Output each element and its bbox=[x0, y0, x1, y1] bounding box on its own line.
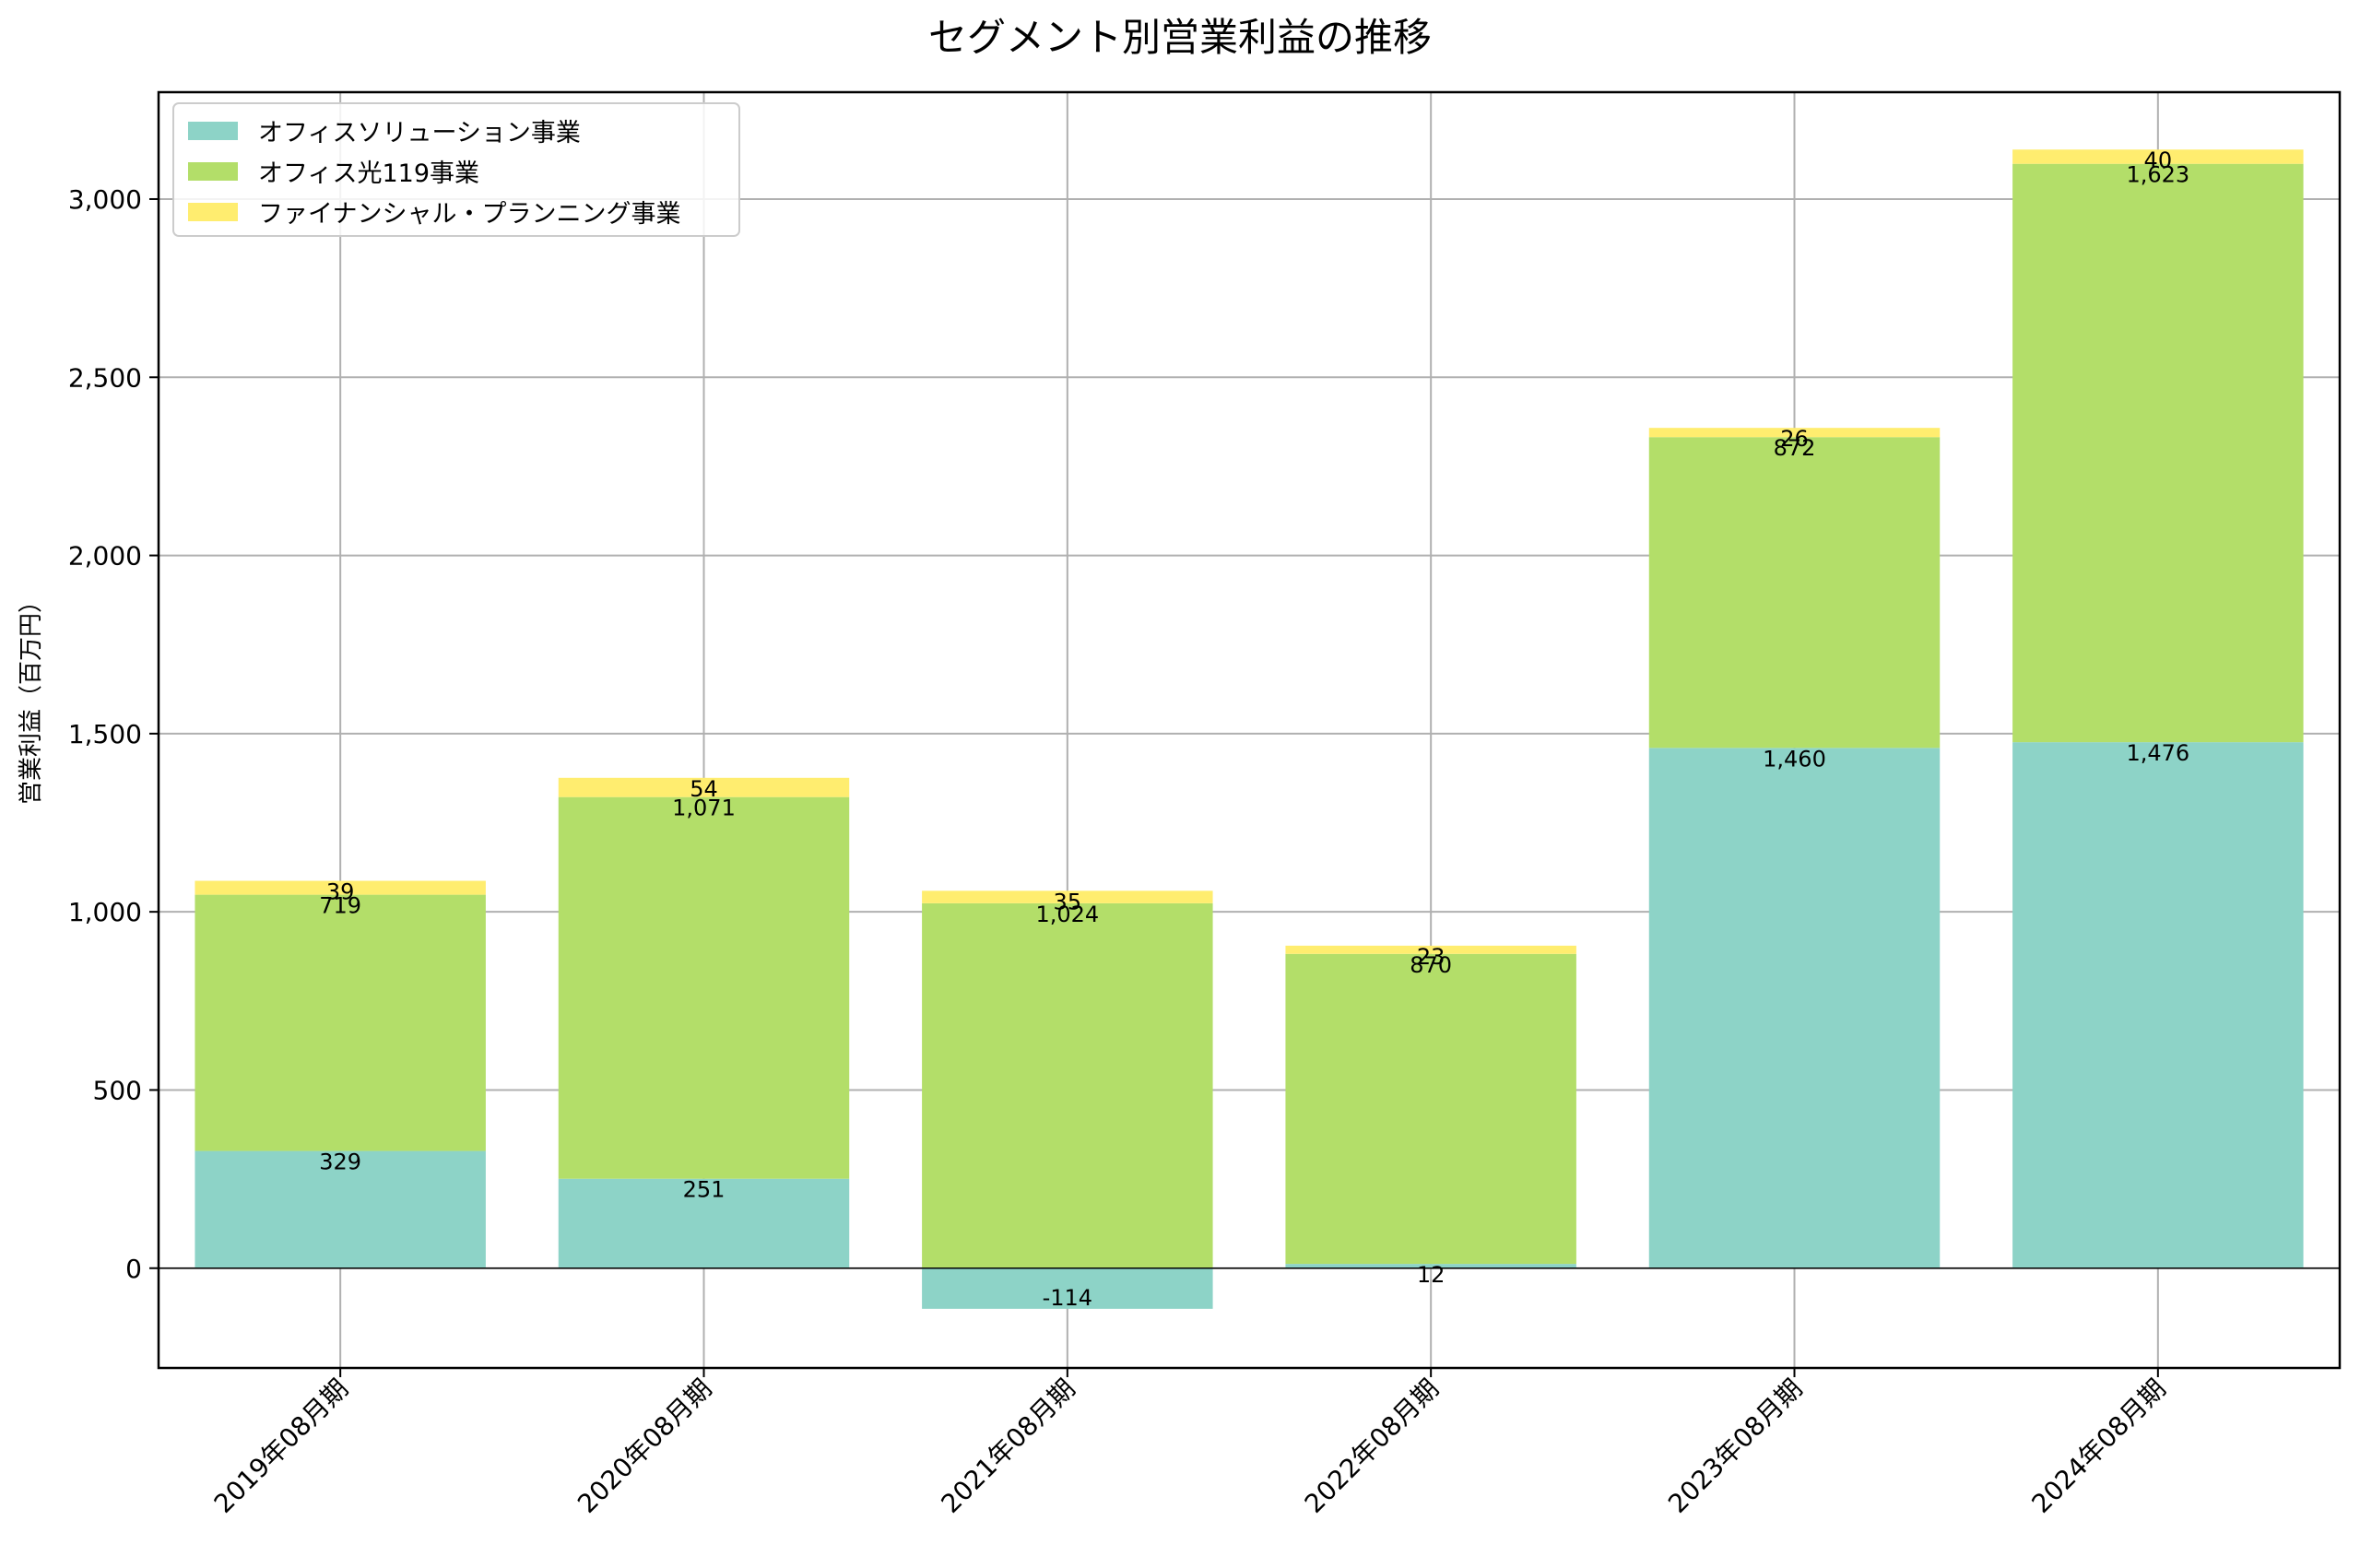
bar-segment bbox=[558, 777, 850, 797]
data-labels-layer: 329 251 -114 12 1,460 1,476 719 1,071 1,024 870 87… bbox=[319, 147, 2189, 1311]
y-tick-label: 500 bbox=[93, 1075, 142, 1105]
bar-segment bbox=[195, 894, 486, 1151]
bar-segment bbox=[922, 890, 1213, 903]
bar-segment bbox=[1285, 953, 1576, 1265]
legend-box bbox=[172, 102, 740, 237]
bar-segment bbox=[195, 1150, 486, 1268]
data-label: -114 bbox=[1043, 1285, 1092, 1311]
bar-segment bbox=[2012, 163, 2304, 743]
bars-layer bbox=[195, 149, 2304, 1309]
data-label: 872 bbox=[1774, 435, 1816, 461]
data-label: 1,024 bbox=[1035, 902, 1099, 927]
y-tick-label: 1,500 bbox=[68, 719, 142, 749]
bar-segment bbox=[195, 880, 486, 895]
legend-label: オフィス光119事業 bbox=[258, 159, 479, 188]
legend-swatch bbox=[188, 203, 238, 221]
x-tick-label: 2021年08月期 bbox=[935, 1373, 1080, 1519]
chart-title: セグメント別営業利益の推移 bbox=[928, 15, 1432, 60]
bar-segment bbox=[1285, 1264, 1576, 1268]
data-label: 39 bbox=[326, 879, 355, 905]
legend-swatch bbox=[188, 162, 238, 181]
x-tick-label: 2020年08月期 bbox=[572, 1373, 717, 1519]
x-tick-label: 2019年08月期 bbox=[208, 1373, 354, 1519]
x-tick-label: 2022年08月期 bbox=[1299, 1373, 1445, 1519]
bar-segment bbox=[1648, 437, 1941, 749]
data-label: 40 bbox=[2144, 147, 2173, 173]
x-tick-label: 2024年08月期 bbox=[2025, 1373, 2171, 1519]
data-label: 35 bbox=[1054, 889, 1082, 914]
bar-segment bbox=[1648, 428, 1941, 438]
data-label: 1,071 bbox=[672, 796, 736, 821]
data-label: 1,623 bbox=[2126, 162, 2189, 188]
x-tick-label: 2023年08月期 bbox=[1662, 1373, 1808, 1519]
data-label: 329 bbox=[319, 1149, 361, 1175]
data-label: 719 bbox=[319, 893, 361, 919]
y-axis-label: 営業利益（百万円） bbox=[18, 589, 45, 805]
data-label: 26 bbox=[1780, 426, 1809, 452]
plot-frame bbox=[157, 90, 2342, 1370]
y-tick-label: 0 bbox=[125, 1254, 142, 1284]
y-tick-label: 2,000 bbox=[68, 541, 142, 572]
bar-segment bbox=[2012, 742, 2304, 1268]
data-label: 23 bbox=[1417, 944, 1446, 970]
bar-segment bbox=[2012, 149, 2304, 164]
legend-label: オフィスソリューション事業 bbox=[258, 119, 581, 147]
data-label: 1,460 bbox=[1763, 746, 1826, 772]
bar-segment bbox=[558, 796, 850, 1179]
bar-segment bbox=[1285, 945, 1576, 954]
data-label: 54 bbox=[690, 776, 718, 802]
y-tick-label: 1,000 bbox=[68, 897, 142, 927]
bar-segment bbox=[922, 1267, 1213, 1309]
data-label: 12 bbox=[1417, 1262, 1446, 1288]
y-tick-label: 2,500 bbox=[68, 362, 142, 393]
bar-segment bbox=[1648, 748, 1941, 1268]
y-tick-label: 3,000 bbox=[68, 184, 142, 215]
legend-swatch bbox=[188, 122, 238, 140]
bar-segment bbox=[558, 1178, 850, 1268]
bar-segment bbox=[922, 902, 1213, 1268]
legend-label: ファイナンシャル・プランニング事業 bbox=[258, 200, 680, 229]
data-label: 251 bbox=[683, 1177, 726, 1203]
data-label: 870 bbox=[1410, 952, 1452, 978]
data-label: 1,476 bbox=[2126, 740, 2189, 766]
